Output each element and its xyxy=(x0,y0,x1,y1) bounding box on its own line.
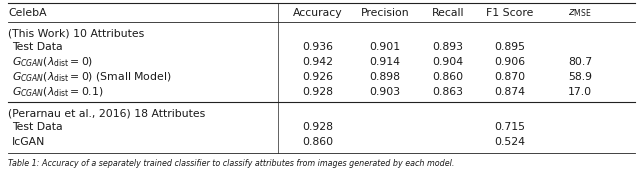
Text: 0.936: 0.936 xyxy=(303,42,333,52)
Text: 0.863: 0.863 xyxy=(433,87,463,97)
Text: 80.7: 80.7 xyxy=(568,57,592,67)
Text: 0.860: 0.860 xyxy=(433,72,463,82)
Text: 0.901: 0.901 xyxy=(369,42,401,52)
Text: F1 Score: F1 Score xyxy=(486,8,534,18)
Text: 0.926: 0.926 xyxy=(303,72,333,82)
Text: CelebA: CelebA xyxy=(8,8,47,18)
Text: 0.898: 0.898 xyxy=(369,72,401,82)
Text: 0.906: 0.906 xyxy=(495,57,525,67)
Text: 0.715: 0.715 xyxy=(495,122,525,132)
Text: Test Data: Test Data xyxy=(12,42,63,52)
Text: $z_{\mathrm{MSE}}$: $z_{\mathrm{MSE}}$ xyxy=(568,7,592,19)
Text: (Perarnau et al., 2016) 18 Attributes: (Perarnau et al., 2016) 18 Attributes xyxy=(8,108,205,118)
Text: 58.9: 58.9 xyxy=(568,72,592,82)
Text: $G_{CGAN}(\lambda_{\mathrm{dist}}=0.1)$: $G_{CGAN}(\lambda_{\mathrm{dist}}=0.1)$ xyxy=(12,85,104,99)
Text: (This Work) 10 Attributes: (This Work) 10 Attributes xyxy=(8,28,144,38)
Text: Precision: Precision xyxy=(361,8,410,18)
Text: 0.903: 0.903 xyxy=(369,87,401,97)
Text: Test Data: Test Data xyxy=(12,122,63,132)
Text: 0.524: 0.524 xyxy=(495,137,525,147)
Text: 0.914: 0.914 xyxy=(369,57,401,67)
Text: $G_{CGAN}(\lambda_{\mathrm{dist}}=0)$ (Small Model): $G_{CGAN}(\lambda_{\mathrm{dist}}=0)$ (S… xyxy=(12,70,172,84)
Text: IcGAN: IcGAN xyxy=(12,137,45,147)
Text: 0.874: 0.874 xyxy=(495,87,525,97)
Text: 0.928: 0.928 xyxy=(303,87,333,97)
Text: Table 1: Accuracy of a separately trained classifier to classify attributes from: Table 1: Accuracy of a separately traine… xyxy=(8,159,454,167)
Text: 0.895: 0.895 xyxy=(495,42,525,52)
Text: Accuracy: Accuracy xyxy=(293,8,343,18)
Text: $G_{CGAN}(\lambda_{\mathrm{dist}}=0)$: $G_{CGAN}(\lambda_{\mathrm{dist}}=0)$ xyxy=(12,55,93,69)
Text: 0.860: 0.860 xyxy=(303,137,333,147)
Text: 0.942: 0.942 xyxy=(303,57,333,67)
Text: 17.0: 17.0 xyxy=(568,87,592,97)
Text: 0.904: 0.904 xyxy=(433,57,463,67)
Text: 0.893: 0.893 xyxy=(433,42,463,52)
Text: Recall: Recall xyxy=(432,8,464,18)
Text: 0.870: 0.870 xyxy=(495,72,525,82)
Text: 0.928: 0.928 xyxy=(303,122,333,132)
